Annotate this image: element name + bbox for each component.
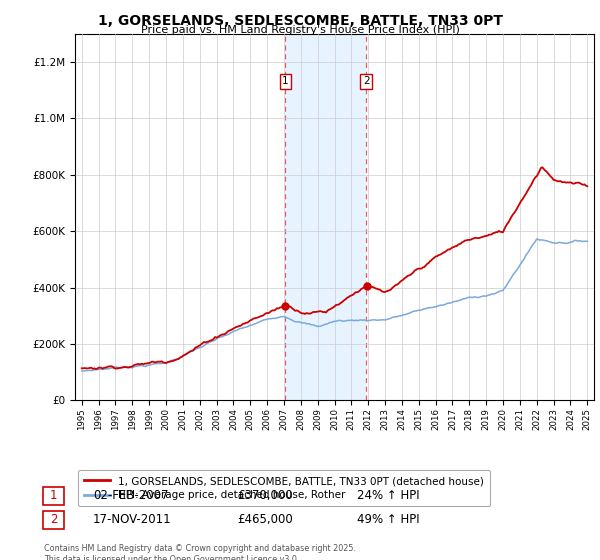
Text: 2: 2 — [363, 76, 370, 86]
Text: 1: 1 — [50, 489, 57, 502]
Legend: 1, GORSELANDS, SEDLESCOMBE, BATTLE, TN33 0PT (detached house), HPI: Average pric: 1, GORSELANDS, SEDLESCOMBE, BATTLE, TN33… — [77, 470, 490, 506]
Text: 49% ↑ HPI: 49% ↑ HPI — [357, 513, 419, 526]
Text: 17-NOV-2011: 17-NOV-2011 — [93, 513, 172, 526]
FancyBboxPatch shape — [43, 511, 64, 529]
Text: 02-FEB-2007: 02-FEB-2007 — [93, 489, 169, 502]
Text: 1, GORSELANDS, SEDLESCOMBE, BATTLE, TN33 0PT: 1, GORSELANDS, SEDLESCOMBE, BATTLE, TN33… — [97, 14, 503, 28]
Bar — [286, 34, 366, 400]
FancyBboxPatch shape — [43, 487, 64, 505]
Text: £370,000: £370,000 — [237, 489, 293, 502]
Text: Price paid vs. HM Land Registry's House Price Index (HPI): Price paid vs. HM Land Registry's House … — [140, 25, 460, 35]
Text: 24% ↑ HPI: 24% ↑ HPI — [357, 489, 419, 502]
Text: 1: 1 — [282, 76, 289, 86]
Text: 2: 2 — [50, 513, 57, 526]
Text: Contains HM Land Registry data © Crown copyright and database right 2025.
This d: Contains HM Land Registry data © Crown c… — [44, 544, 356, 560]
Text: £465,000: £465,000 — [237, 513, 293, 526]
